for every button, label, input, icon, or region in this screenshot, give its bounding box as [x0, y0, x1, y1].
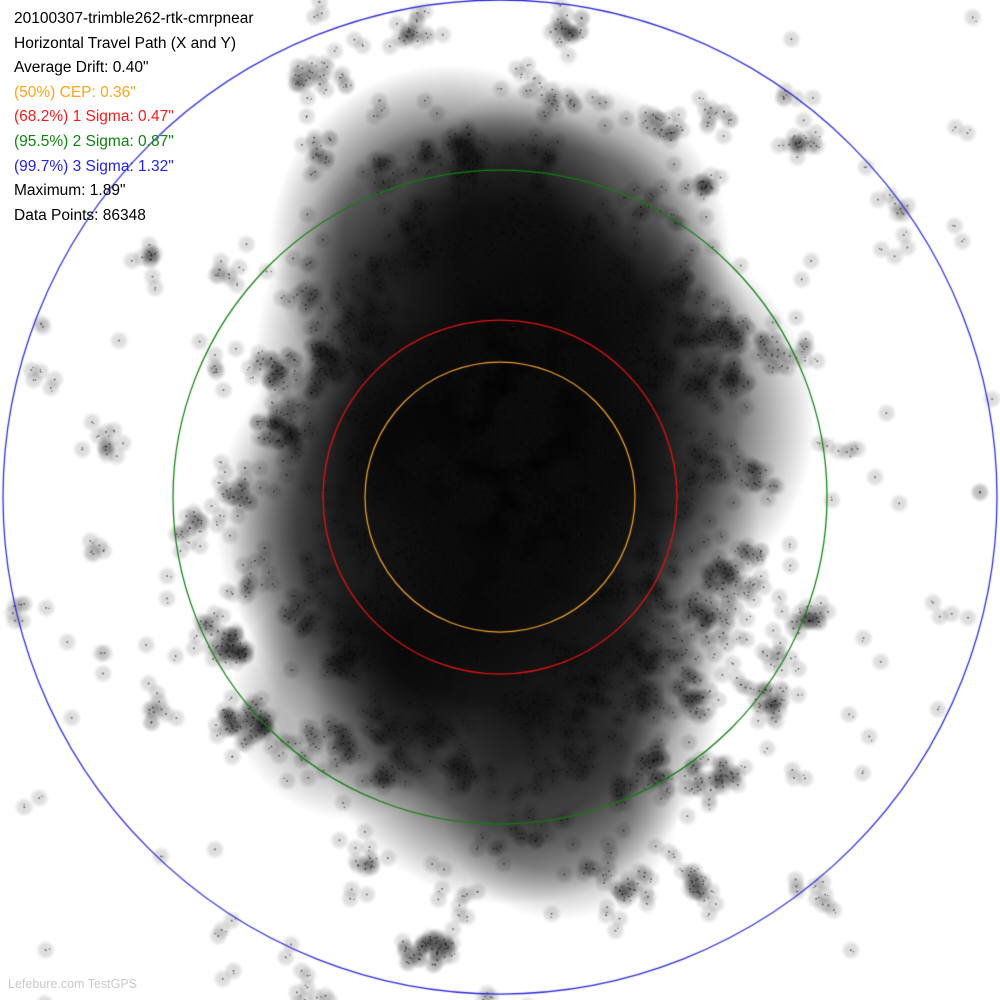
plot-title: 20100307-trimble262-rtk-cmrpnear — [14, 10, 254, 27]
stat-1-sigma: (68.2%) 1 Sigma: 0.47" — [14, 108, 174, 126]
watermark: Lefebure.com TestGPS — [8, 977, 138, 991]
stat-maximum: Maximum: 1.89" — [14, 182, 126, 200]
stat-2-sigma: (95.5%) 2 Sigma: 0.87" — [14, 132, 174, 150]
stats-panel: 20100307-trimble262-rtk-cmrpnear Horizon… — [14, 7, 254, 228]
stat-3-sigma: (99.7%) 3 Sigma: 1.32" — [14, 157, 174, 175]
stat-cep: (50%) CEP: 0.36" — [14, 83, 136, 101]
stat-average-drift: Average Drift: 0.40" — [14, 59, 149, 77]
stat-data-points: Data Points: 86348 — [14, 206, 146, 224]
plot-subtitle: Horizontal Travel Path (X and Y) — [14, 34, 236, 52]
